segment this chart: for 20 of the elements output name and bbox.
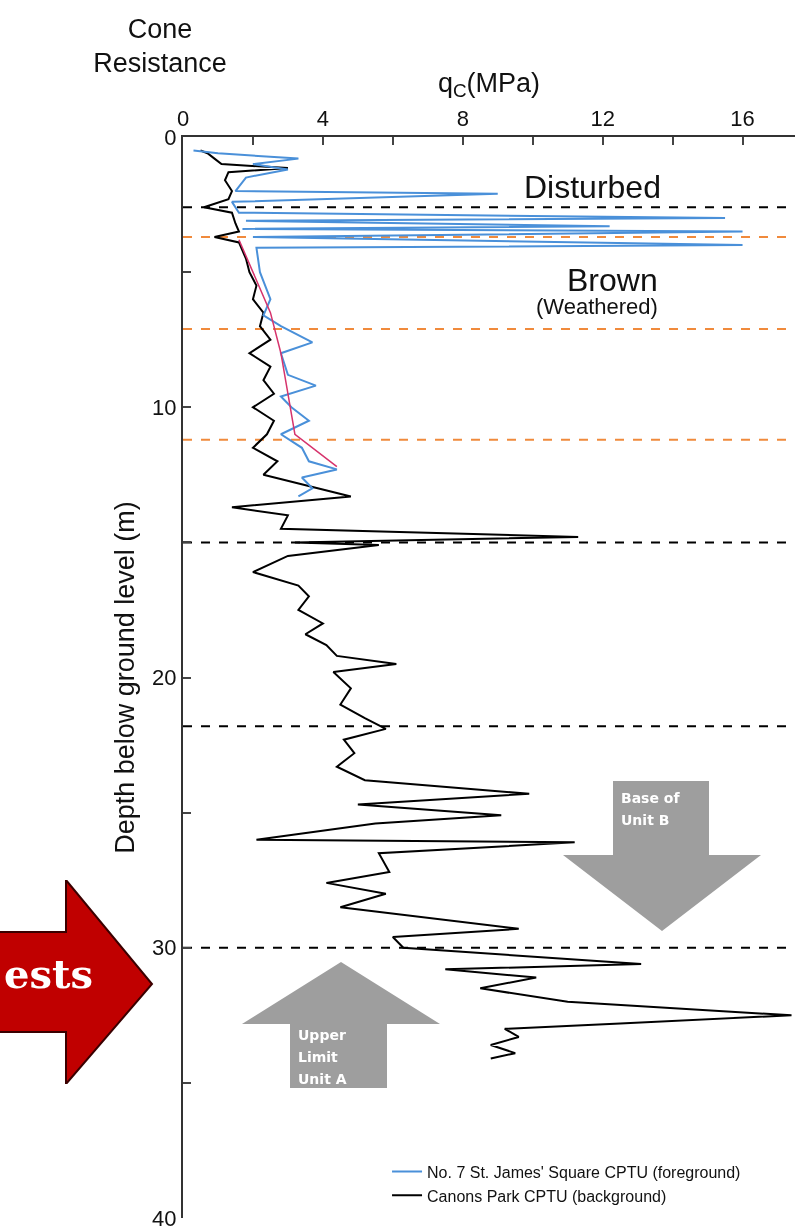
- legend-label: Canons Park CPTU (background): [427, 1187, 667, 1205]
- legend-label: No. 7 St. James' Square CPTU (foreground): [427, 1163, 741, 1181]
- y-tick-label: 0: [164, 124, 177, 150]
- x-axis-title: q$_{C}$(MPa): [437, 67, 541, 102]
- y-tick-label: 10: [152, 394, 177, 420]
- x-tick-label: 16: [730, 106, 755, 132]
- text: ests: [4, 950, 94, 998]
- chart-title: Cone Resistance: [92, 13, 228, 80]
- annotation: Disturbed: [524, 169, 661, 205]
- x-tick-label: 8: [456, 106, 469, 132]
- x-tick-label: 12: [590, 106, 615, 132]
- y-tick-label: 30: [152, 935, 177, 961]
- x-tick-label: 4: [316, 106, 330, 132]
- y-tick-label: 40: [152, 1205, 177, 1231]
- line-series: [192, 149, 744, 498]
- line-series: [238, 238, 338, 468]
- y-tick-label: 20: [152, 665, 177, 691]
- annotation: Upper Limit Unit A: [298, 1026, 348, 1089]
- y-axis-title: Depth below ground level (m): [109, 501, 140, 854]
- annotation: Base of Unit B: [621, 789, 681, 830]
